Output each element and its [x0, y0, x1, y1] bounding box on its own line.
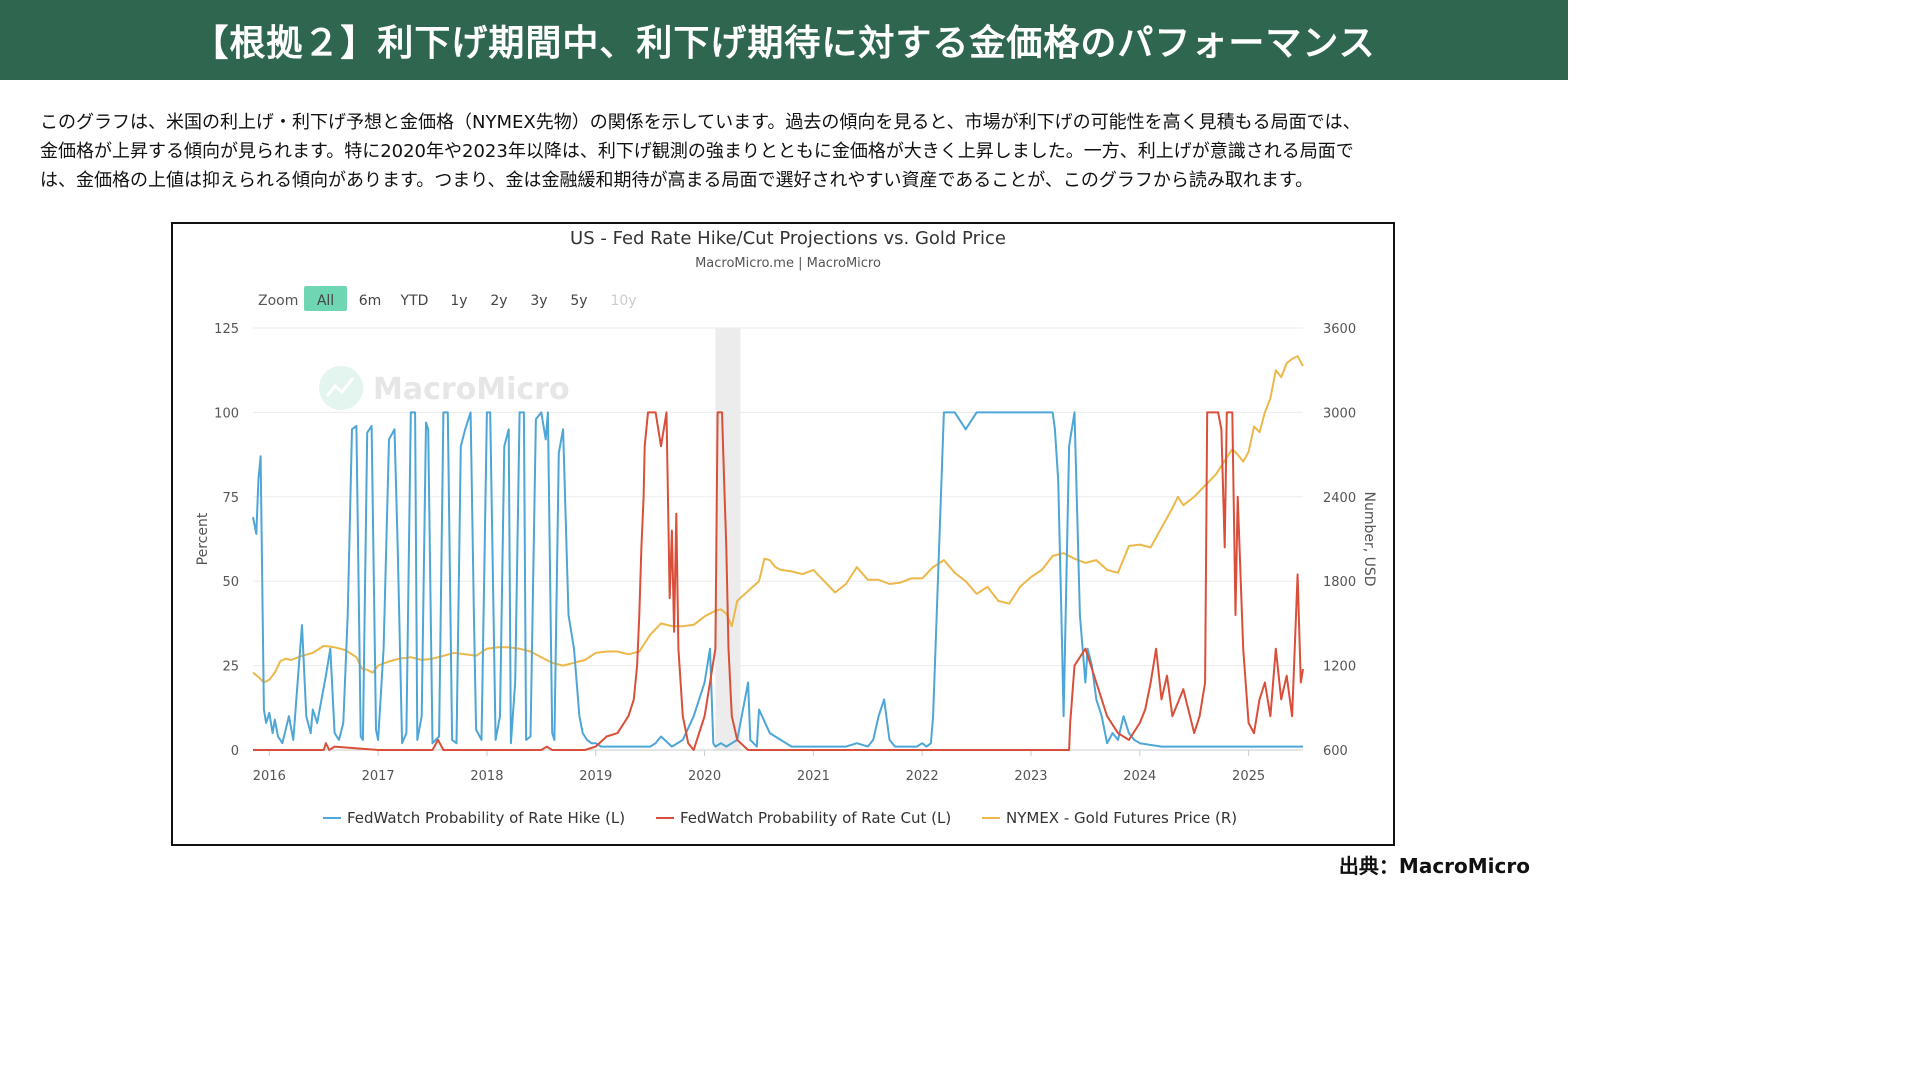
- intro-line: は、金価格の上値は抑えられる傾向があります。つまり、金は金融緩和期待が高まる局面…: [40, 170, 1314, 191]
- right-tick-label: 1800: [1323, 575, 1356, 590]
- zoom-button-label: 3y: [530, 293, 547, 309]
- left-tick-label: 125: [214, 322, 239, 337]
- x-tick-label: 2021: [797, 769, 830, 784]
- chart-title: US - Fed Rate Hike/Cut Projections vs. G…: [570, 228, 1006, 249]
- right-tick-label: 600: [1323, 744, 1348, 759]
- page-banner: 【根拠２】利下げ期間中、利下げ期待に対する金価格のパフォーマンス: [0, 0, 1568, 80]
- left-tick-label: 25: [222, 660, 239, 675]
- watermark: MacroMicro: [319, 366, 570, 410]
- zoom-button-10y: 10y: [610, 293, 636, 309]
- right-tick-label: 2400: [1323, 491, 1356, 506]
- x-tick-label: 2025: [1232, 769, 1265, 784]
- x-tick-label: 2023: [1014, 769, 1047, 784]
- legend-label: FedWatch Probability of Rate Hike (L): [347, 809, 625, 827]
- intro-text: このグラフは、米国の利上げ・利下げ予想と金価格（NYMEX先物）の関係を示してい…: [40, 108, 1530, 195]
- shaded-period: [715, 328, 741, 750]
- zoom-button-all[interactable]: All: [304, 286, 347, 311]
- chart-container: US - Fed Rate Hike/Cut Projections vs. G…: [171, 222, 1395, 846]
- zoom-button-label: 6m: [359, 293, 382, 309]
- zoom-button-5y[interactable]: 5y: [570, 293, 587, 309]
- watermark-logo-mark: [325, 377, 355, 397]
- left-tick-label: 75: [222, 491, 239, 506]
- zoom-button-1y[interactable]: 1y: [450, 293, 467, 309]
- zoom-button-ytd[interactable]: YTD: [400, 293, 429, 309]
- source-credit: 出典：MacroMicro: [1338, 854, 1530, 878]
- series-layer: [252, 355, 1304, 751]
- chart-subtitle: MacroMicro.me | MacroMicro: [695, 256, 881, 271]
- zoom-bar: Zoom All 6m YTD 1y 2y 3y 5y 10y: [258, 286, 637, 311]
- zoom-button-label: 5y: [570, 293, 587, 309]
- right-tick-label: 3000: [1323, 406, 1356, 421]
- rate-cut-line: [253, 411, 1304, 751]
- chart-svg: US - Fed Rate Hike/Cut Projections vs. G…: [195, 228, 1377, 827]
- axes: 0 25 50 75 100 125 600 1200 1800 2400 3000 3600 2016…: [195, 322, 1377, 784]
- x-tick-label: 2019: [579, 769, 612, 784]
- zoom-button-label: All: [317, 293, 334, 309]
- legend-label: FedWatch Probability of Rate Cut (L): [680, 809, 951, 827]
- zoom-button-label: 2y: [490, 293, 507, 309]
- zoom-button-2y[interactable]: 2y: [490, 293, 507, 309]
- legend-item[interactable]: NYMEX - Gold Futures Price (R): [982, 809, 1237, 827]
- intro-line: 金価格が上昇する傾向が見られます。特に2020年や2023年以降は、利下げ観測の…: [40, 141, 1354, 162]
- shaded-band: [715, 328, 741, 750]
- watermark-text: MacroMicro: [373, 372, 570, 407]
- page-title: 【根拠２】利下げ期間中、利下げ期待に対する金価格のパフォーマンス: [192, 23, 1376, 64]
- x-tick-label: 2018: [470, 769, 503, 784]
- zoom-button-6m[interactable]: 6m: [359, 293, 382, 309]
- right-tick-label: 3600: [1323, 322, 1356, 337]
- left-tick-label: 100: [214, 406, 239, 421]
- legend-item[interactable]: FedWatch Probability of Rate Hike (L): [323, 809, 625, 827]
- right-tick-label: 1200: [1323, 660, 1356, 675]
- legend-label: NYMEX - Gold Futures Price (R): [1006, 809, 1237, 827]
- left-tick-label: 0: [231, 744, 239, 759]
- x-tick-label: 2020: [688, 769, 721, 784]
- legend-item[interactable]: FedWatch Probability of Rate Cut (L): [656, 809, 951, 827]
- rate-hike-line: [252, 411, 1303, 748]
- watermark-logo-icon: [319, 366, 363, 410]
- x-tick-label: 2016: [253, 769, 286, 784]
- left-axis-label: Percent: [195, 512, 211, 565]
- zoom-button-label: YTD: [400, 293, 429, 309]
- x-tick-label: 2024: [1123, 769, 1156, 784]
- x-tick-label: 2017: [362, 769, 395, 784]
- zoom-button-3y[interactable]: 3y: [530, 293, 547, 309]
- x-tick-label: 2022: [906, 769, 939, 784]
- zoom-button-highlight: [304, 286, 347, 311]
- right-axis-label: Number, USD: [1361, 491, 1377, 586]
- left-tick-label: 50: [222, 575, 239, 590]
- zoom-button-label: 1y: [450, 293, 467, 309]
- zoom-label: Zoom: [258, 293, 298, 309]
- legend: FedWatch Probability of Rate Hike (L) Fed…: [323, 809, 1237, 827]
- zoom-button-label: 10y: [610, 293, 636, 309]
- intro-line: このグラフは、米国の利上げ・利下げ予想と金価格（NYMEX先物）の関係を示してい…: [40, 112, 1361, 133]
